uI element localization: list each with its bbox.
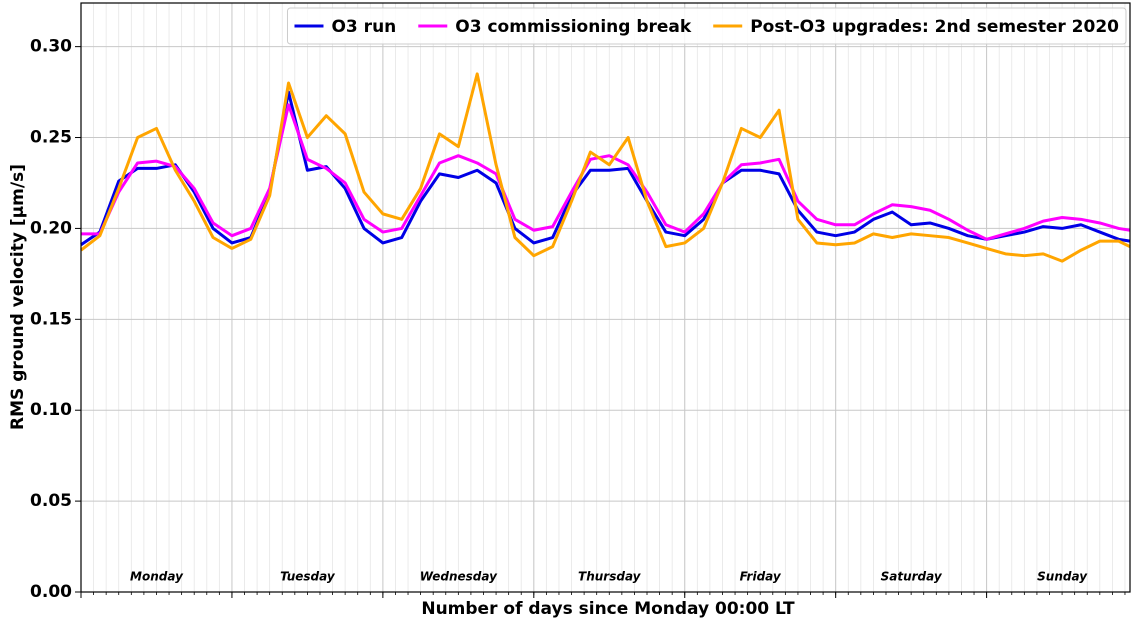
plot-frame xyxy=(80,2,1131,593)
day-label: Wednesday xyxy=(420,570,498,584)
legend-box xyxy=(286,7,1127,45)
y-axis-label: RMS ground velocity [μm/s] xyxy=(8,164,28,430)
y-tick-label: 0.00 xyxy=(30,582,72,602)
legend-label: Post-O3 upgrades: 2nd semester 2020 xyxy=(750,17,1119,37)
y-tick-label: 0.05 xyxy=(30,491,72,511)
data-line xyxy=(81,103,1131,241)
day-label: Sunday xyxy=(1037,570,1088,584)
x-axis-label: Number of days since Monday 00:00 LT xyxy=(421,599,795,619)
y-tick-label: 0.10 xyxy=(30,400,72,420)
legend-label: O3 run xyxy=(331,17,396,37)
day-label: Tuesday xyxy=(280,570,336,584)
y-tick-label: 0.30 xyxy=(30,37,72,57)
y-tick-label: 0.25 xyxy=(30,128,72,148)
day-label: Thursday xyxy=(578,570,642,584)
day-label: Friday xyxy=(740,570,782,584)
day-label: Monday xyxy=(130,570,184,584)
data-line xyxy=(80,90,1131,247)
legend-label: O3 commissioning break xyxy=(455,17,692,37)
legend: O3 run O3 commissioning break Post-O3 upgr… xyxy=(286,7,1127,45)
y-tick-label: 0.15 xyxy=(30,309,72,329)
y-tick-label: 0.20 xyxy=(30,218,72,238)
day-label: Saturday xyxy=(881,570,943,584)
data-line xyxy=(80,72,1131,263)
